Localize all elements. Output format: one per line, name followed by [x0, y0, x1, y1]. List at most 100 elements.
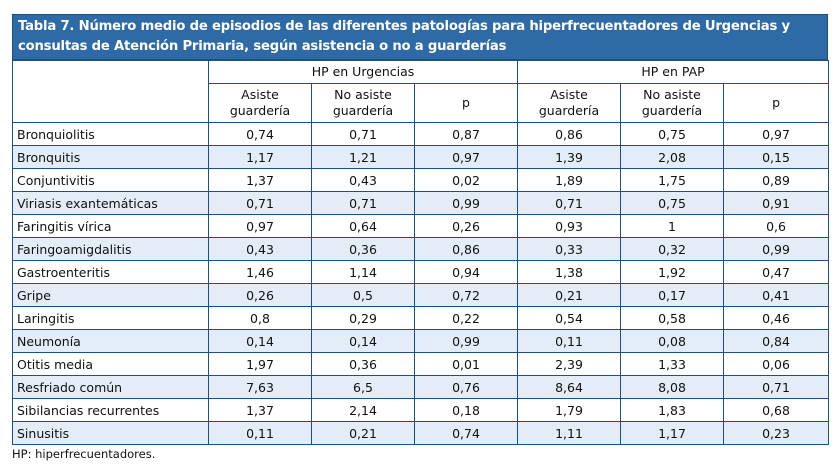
- table-cell: 0,22: [413, 306, 519, 330]
- table-cell: 1,17: [620, 421, 725, 445]
- table-cell: 1,33: [620, 352, 725, 376]
- group-header: HP en PAP: [517, 60, 830, 84]
- table-cell: 0,84: [723, 329, 830, 353]
- row-label: Bronquitis: [12, 145, 209, 169]
- table-cell: 7,63: [208, 375, 312, 399]
- table-cell: 0,89: [723, 168, 830, 192]
- table-cell: 1,11: [517, 421, 622, 445]
- table-cell: 1,14: [311, 260, 415, 284]
- table-cell: 0,33: [517, 237, 622, 261]
- row-label: Bronquiolitis: [12, 122, 209, 146]
- column-header: Asiste guardería: [208, 83, 312, 123]
- table-cell: 0,43: [208, 237, 312, 261]
- table-cell: 0,94: [413, 260, 519, 284]
- data-table: HP en Urgencias HP en PAP Asiste guarder…: [12, 60, 830, 445]
- table-cell: 0,71: [311, 191, 415, 215]
- row-label: Conjuntivitis: [12, 168, 209, 192]
- table-cell: 1,89: [517, 168, 622, 192]
- row-label: Viriasis exantemáticas: [12, 191, 209, 215]
- table-cell: 0,8: [208, 306, 312, 330]
- table-cell: 0,93: [517, 214, 622, 238]
- table-cell: 0,01: [413, 352, 519, 376]
- table-cell: 0,32: [620, 237, 725, 261]
- row-label: Faringitis vírica: [12, 214, 209, 238]
- table-row: Neumonía 0,14 0,14 0,99 0,11 0,08 0,84: [12, 329, 830, 353]
- table-cell: 2,39: [517, 352, 622, 376]
- table-cell: 0,87: [413, 122, 519, 146]
- table-cell: 8,08: [620, 375, 725, 399]
- table-cell: 0,64: [311, 214, 415, 238]
- table-cell: 0,02: [413, 168, 519, 192]
- table-cell: 2,08: [620, 145, 725, 169]
- table-cell: 1,17: [208, 145, 312, 169]
- table-cell: 0,08: [620, 329, 725, 353]
- table-row: Bronquiolitis 0,74 0,71 0,87 0,86 0,75 0,97: [12, 122, 830, 146]
- footnote: HP: hiperfrecuentadores.: [12, 447, 156, 461]
- row-label: Gastroenteritis: [12, 260, 209, 284]
- table-row: Gastroenteritis 1,46 1,14 0,94 1,38 1,92 0,47: [12, 260, 830, 284]
- table-cell: 0,11: [208, 421, 312, 445]
- table-cell: 1: [620, 214, 725, 238]
- table-cell: 0,99: [413, 191, 519, 215]
- table-cell: 0,41: [723, 283, 830, 307]
- table-cell: 0,36: [311, 352, 415, 376]
- table-row: Sinusitis 0,11 0,21 0,74 1,11 1,17 0,23: [12, 421, 830, 445]
- table-cell: 0,97: [723, 122, 830, 146]
- table-cell: 1,39: [517, 145, 622, 169]
- table-cell: 0,54: [517, 306, 622, 330]
- table-cell: 1,38: [517, 260, 622, 284]
- table-cell: 0,72: [413, 283, 519, 307]
- table-cell: 6,5: [311, 375, 415, 399]
- table-cell: 0,21: [517, 283, 622, 307]
- table-cell: 1,46: [208, 260, 312, 284]
- table-cell: 1,83: [620, 398, 725, 422]
- table-cell: 0,47: [723, 260, 830, 284]
- table-container: Tabla 7. Número medio de episodios de la…: [12, 14, 830, 445]
- table-cell: 1,37: [208, 168, 312, 192]
- column-header: Asiste guardería: [517, 83, 622, 123]
- table-cell: 0,75: [620, 122, 725, 146]
- table-cell: 0,58: [620, 306, 725, 330]
- table-cell: 0,6: [723, 214, 830, 238]
- table-cell: 2,14: [311, 398, 415, 422]
- table-row: Viriasis exantemáticas 0,71 0,71 0,99 0,71 0,…: [12, 191, 830, 215]
- group-header-row: HP en Urgencias HP en PAP: [12, 60, 830, 123]
- table-cell: 0,71: [517, 191, 622, 215]
- table-cell: 1,37: [208, 398, 312, 422]
- row-label: Otitis media: [12, 352, 209, 376]
- table-row: Faringoamigdalitis 0,43 0,36 0,86 0,33 0,32 0,…: [12, 237, 830, 261]
- table-cell: 0,71: [311, 122, 415, 146]
- table-row: Conjuntivitis 1,37 0,43 0,02 1,89 1,75 0,89: [12, 168, 830, 192]
- table-cell: 0,26: [413, 214, 519, 238]
- subheader-row: Asiste guardería No asiste guardería p Asis…: [13, 83, 830, 123]
- table-cell: 0,15: [723, 145, 830, 169]
- table-cell: 0,86: [517, 122, 622, 146]
- row-label: Gripe: [12, 283, 209, 307]
- table-cell: 0,18: [413, 398, 519, 422]
- table-cell: 0,74: [208, 122, 312, 146]
- table-cell: 0,43: [311, 168, 415, 192]
- table-cell: 1,75: [620, 168, 725, 192]
- column-header: No asiste guardería: [311, 83, 415, 123]
- table-cell: 0,71: [208, 191, 312, 215]
- table-row: Gripe 0,26 0,5 0,72 0,21 0,17 0,41: [12, 283, 830, 307]
- table-cell: 0,86: [413, 237, 519, 261]
- table-cell: 1,79: [517, 398, 622, 422]
- column-header: No asiste guardería: [620, 83, 725, 123]
- table-cell: 0,99: [413, 329, 519, 353]
- table-cell: 0,99: [723, 237, 830, 261]
- table-row: Otitis media 1,97 0,36 0,01 2,39 1,33 0,06: [12, 352, 830, 376]
- table-cell: 0,91: [723, 191, 830, 215]
- table-cell: 0,74: [413, 421, 519, 445]
- table-cell: 0,97: [208, 214, 312, 238]
- table-cell: 0,17: [620, 283, 725, 307]
- group-header: HP en Urgencias: [207, 60, 519, 84]
- row-label: Sinusitis: [12, 421, 209, 445]
- table-cell: 8,64: [517, 375, 622, 399]
- table-cell: 0,5: [311, 283, 415, 307]
- table-cell: 0,11: [517, 329, 622, 353]
- table-cell: 0,46: [723, 306, 830, 330]
- table-cell: 1,97: [208, 352, 312, 376]
- column-header: p: [723, 83, 830, 123]
- row-label: Faringoamigdalitis: [12, 237, 209, 261]
